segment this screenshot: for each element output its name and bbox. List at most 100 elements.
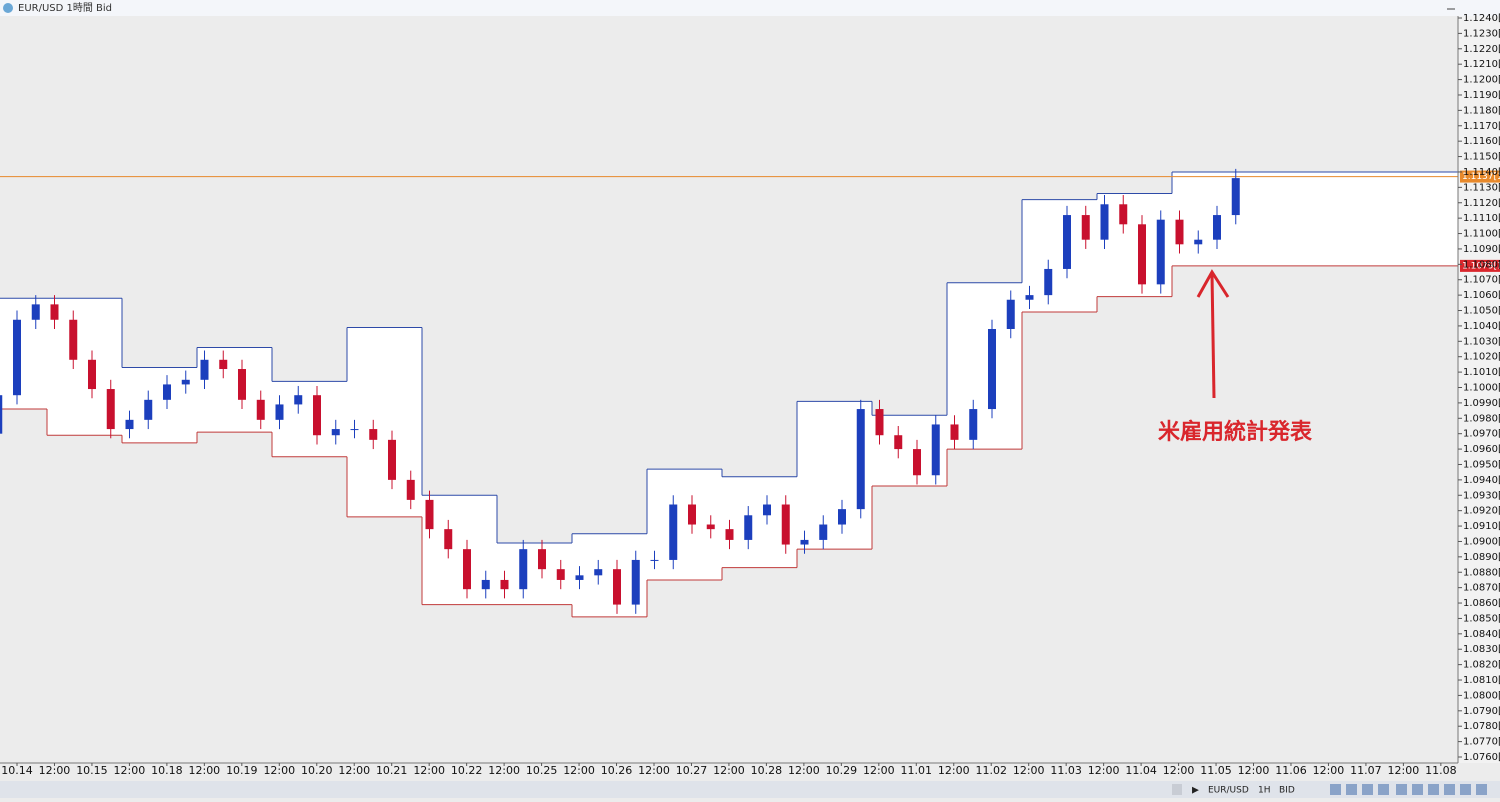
title-bar [0,0,1500,16]
x-tick-label: 12:00 [563,764,595,777]
y-tick-label: 1.1220[0 [1463,44,1500,55]
candle-body [1175,219,1184,245]
symbol-select[interactable]: EUR/USD [1208,786,1249,796]
tool-icon[interactable] [1362,784,1373,795]
candle-body [519,549,528,590]
y-tick-label: 1.0890[0 [1463,552,1500,563]
candle-body [763,504,771,516]
range-box [0,298,47,410]
y-tick-label: 1.1030[0 [1463,336,1500,347]
x-tick-label: 12:00 [1088,764,1120,777]
candle-body [856,409,865,510]
y-tick-label: 1.1120[0 [1463,198,1500,209]
x-tick-label: 12:00 [1313,764,1345,777]
y-tick-label: 1.0870[0 [1463,583,1500,594]
tool-icon[interactable] [1444,784,1455,795]
candle-body [106,389,115,430]
x-tick-label: 12:00 [263,764,295,777]
y-tick-label: 1.1020[0 [1463,352,1500,363]
tool-icon[interactable] [1412,784,1423,795]
scroll-button[interactable] [1172,784,1182,795]
x-tick-label: 12:00 [188,764,220,777]
toolbar [0,781,1500,798]
candle-body [838,509,846,525]
candle-body [575,575,584,580]
x-tick-label: 11.08 [1425,764,1457,777]
y-tick-label: 1.0880[0 [1463,567,1500,578]
tool-icon[interactable] [1396,784,1407,795]
candle-body [538,549,546,570]
x-tick-label: 11.02 [975,764,1007,777]
candle-body [1081,215,1090,240]
y-tick-label: 1.1190[0 [1463,90,1500,101]
y-tick-label: 1.1110[0 [1463,213,1500,224]
candle-body [650,559,659,561]
y-tick-label: 1.1180[0 [1463,105,1500,116]
y-tick-label: 1.1040[0 [1463,321,1500,332]
y-tick-label: 1.0940[0 [1463,475,1500,486]
candle-body [163,384,171,400]
tool-icon[interactable] [1330,784,1341,795]
candle-body [219,359,228,370]
y-tick-label: 1.1010[0 [1463,367,1500,378]
x-tick-label: 12:00 [638,764,670,777]
candle-body [1044,268,1053,296]
candle-body [275,404,284,420]
candle-body [313,395,321,436]
app-icon [3,3,13,13]
y-tick-label: 1.0930[0 [1463,490,1500,501]
y-tick-label: 1.1170[0 [1463,121,1500,132]
y-tick-label: 1.1060[0 [1463,290,1500,301]
candle-body [31,304,40,320]
y-tick-label: 1.0780[0 [1463,721,1500,732]
candle-body [50,304,59,320]
tool-icon[interactable] [1476,784,1487,795]
annotation: 米雇用統計発表 [1158,419,1313,445]
x-tick-label: 10.14 [1,764,33,777]
candle-body [1194,239,1203,245]
candle-body [631,559,640,605]
y-tick-label: 1.1210[0 [1463,59,1500,70]
y-tick-label: 1.0790[0 [1463,706,1500,717]
x-tick-label: 10.27 [676,764,708,777]
price-tag [1460,259,1500,272]
y-tick-label: 1.0980[0 [1463,413,1500,424]
x-tick-label: 11.05 [1200,764,1232,777]
x-tick-label: 12:00 [488,764,520,777]
x-tick-label: 12:00 [863,764,895,777]
y-tick-label: 1.0760[0 [1463,752,1500,763]
price-select[interactable]: BID [1279,786,1295,796]
window-title: EUR/USD 1時間 Bid [18,2,112,14]
tool-icon[interactable] [1460,784,1471,795]
y-tick-label: 1.1080[0 [1463,259,1500,270]
candle-body [988,328,996,410]
axes: 1.1137[1] 1.1079[1] 1.1240[0 1.1230[0 1.1220… [1,13,1500,777]
y-tick-label: 1.1150[0 [1463,152,1500,163]
tool-icon[interactable] [1378,784,1389,795]
x-tick-label: 12:00 [114,764,146,777]
candle-body [913,449,921,476]
x-tick-label: 10.15 [76,764,108,777]
tool-icon[interactable] [1428,784,1439,795]
x-tick-label: 10.21 [376,764,408,777]
y-tick-label: 1.0800[0 [1463,690,1500,701]
candle-body [500,579,509,590]
candle-body [331,429,340,436]
y-tick-label: 1.0990[0 [1463,398,1500,409]
scroll-right[interactable]: ▶ [1192,786,1199,796]
y-tick-label: 1.0860[0 [1463,598,1500,609]
candle-body [744,515,753,540]
x-tick-label: 12:00 [938,764,970,777]
candle-body [1213,215,1221,240]
x-tick-label: 11.06 [1275,764,1307,777]
candle-body [875,409,884,436]
y-tick-label: 1.0820[0 [1463,660,1500,671]
candle-body [781,504,790,545]
price-tag-label: 1.1137[1] [1462,172,1500,182]
y-tick-label: 1.0970[0 [1463,429,1500,440]
timeframe-select[interactable]: 1H [1258,786,1271,796]
x-tick-label: 12:00 [338,764,370,777]
tool-icon[interactable] [1346,784,1357,795]
